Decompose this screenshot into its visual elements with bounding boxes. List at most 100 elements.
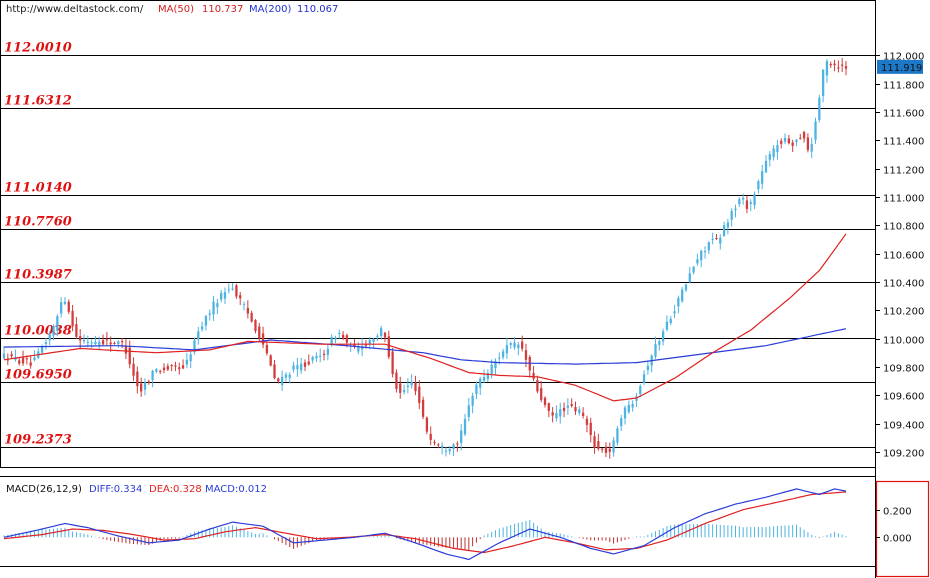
candle-body-29 xyxy=(113,342,116,344)
candle-154 xyxy=(589,417,592,443)
candle-161 xyxy=(616,426,619,446)
candle-body-53 xyxy=(204,316,208,326)
candle-body-185 xyxy=(707,242,710,251)
support-resistance-levels: 112.0010 111.6312 111.0140 110.7760 110.3987… xyxy=(0,41,875,448)
candle-body-98 xyxy=(376,335,379,337)
candle-body-177 xyxy=(677,297,680,307)
candle-109 xyxy=(418,379,421,410)
candle-body-60 xyxy=(231,288,234,290)
candle-body-112 xyxy=(429,433,432,440)
candle-body-136 xyxy=(521,341,524,349)
candle-body-107 xyxy=(410,381,413,386)
candle-213 xyxy=(814,117,817,144)
candle-body-88 xyxy=(338,332,341,334)
candle-123 xyxy=(471,392,474,414)
candle-body-66 xyxy=(254,319,257,332)
macd-tick-0: 0.200 xyxy=(883,507,912,518)
candle-70 xyxy=(269,354,272,367)
price-tick-9: 110.200 xyxy=(883,307,924,318)
candle-body-24 xyxy=(94,341,97,344)
candle-body-204 xyxy=(780,140,783,144)
candle-body-184 xyxy=(703,251,707,253)
candle-body-15 xyxy=(60,302,63,314)
price-axis: 112.000 111.800 111.600 111.400 111.200 111.0… xyxy=(876,52,924,460)
candle-197 xyxy=(753,191,756,210)
candle-113 xyxy=(433,439,436,446)
candle-48 xyxy=(185,352,189,369)
candle-body-40 xyxy=(155,369,158,372)
source-url: http://www.deltastock.com/ xyxy=(6,4,144,15)
candle-162 xyxy=(620,414,623,432)
candle-body-193 xyxy=(738,199,741,205)
candle-body-95 xyxy=(364,344,368,346)
candle-body-59 xyxy=(227,289,230,291)
candle-88 xyxy=(338,329,341,339)
candle-220 xyxy=(841,57,844,72)
candle-80 xyxy=(307,354,310,366)
candle-body-187 xyxy=(715,238,718,240)
candle-body-41 xyxy=(159,371,162,373)
candle-201 xyxy=(768,151,771,167)
candle-50 xyxy=(193,337,196,355)
candle-209 xyxy=(799,134,802,140)
candle-body-73 xyxy=(280,376,284,386)
candle-64 xyxy=(246,300,249,319)
candle-129 xyxy=(494,358,497,375)
candlesticks xyxy=(2,57,848,459)
candle-body-163 xyxy=(623,407,627,419)
candle-76 xyxy=(292,361,295,373)
candle-132 xyxy=(505,337,509,359)
candle-body-194 xyxy=(741,197,745,200)
candle-body-171 xyxy=(654,344,657,357)
candle-body-65 xyxy=(250,312,253,322)
price-tick-2: 111.600 xyxy=(883,109,924,120)
candle-body-43 xyxy=(166,366,169,370)
candle-body-0 xyxy=(2,353,6,359)
candle-147 xyxy=(562,402,566,418)
candle-body-129 xyxy=(494,361,497,369)
candle-47 xyxy=(181,359,185,370)
candle-15 xyxy=(60,297,63,318)
candle-178 xyxy=(681,286,684,303)
candle-102 xyxy=(391,347,394,378)
candle-body-143 xyxy=(547,403,550,411)
candle-body-219 xyxy=(837,67,840,69)
candle-118 xyxy=(452,443,455,457)
candle-body-137 xyxy=(524,350,528,360)
candle-body-126 xyxy=(482,376,486,381)
candle-body-28 xyxy=(109,342,112,345)
candle-body-167 xyxy=(639,386,642,395)
candle-200 xyxy=(764,155,768,174)
macd-axis: 0.200 0.000 xyxy=(876,507,912,545)
candle-body-23 xyxy=(90,342,93,344)
candle-56 xyxy=(216,298,219,315)
candle-body-202 xyxy=(772,148,775,157)
candle-177 xyxy=(677,295,680,314)
candle-169 xyxy=(646,361,650,375)
candle-12 xyxy=(48,330,51,346)
candle-114 xyxy=(437,442,440,449)
candle-body-154 xyxy=(589,422,592,435)
candle-68 xyxy=(261,326,265,349)
candle-body-35 xyxy=(136,371,139,387)
candle-150 xyxy=(574,401,577,415)
candle-189 xyxy=(722,221,726,237)
candle-119 xyxy=(456,441,459,452)
ma50-label: MA(50) xyxy=(158,4,194,15)
candle-39 xyxy=(151,369,154,388)
candle-body-123 xyxy=(471,395,474,406)
candle-115 xyxy=(441,442,444,455)
candle-51 xyxy=(197,327,200,345)
candle-194 xyxy=(741,193,745,205)
candle-body-159 xyxy=(608,448,611,452)
candle-body-19 xyxy=(75,324,78,337)
candle-176 xyxy=(673,305,676,319)
candle-body-74 xyxy=(284,374,288,378)
price-tick-8: 110.400 xyxy=(883,279,924,290)
candle-164 xyxy=(627,400,630,414)
candle-173 xyxy=(661,328,665,346)
candle-body-72 xyxy=(277,378,280,382)
candle-78 xyxy=(300,357,303,374)
candle-body-82 xyxy=(315,355,318,359)
candle-42 xyxy=(162,363,166,374)
